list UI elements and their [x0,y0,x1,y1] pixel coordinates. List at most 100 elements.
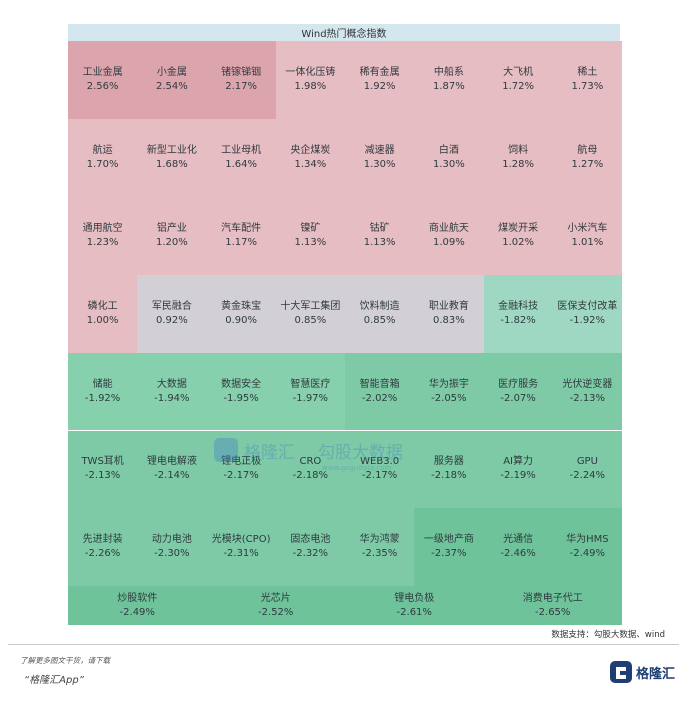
tile-change-value: 1.17% [225,236,258,248]
heatmap-tile: 白酒 1.30% [414,118,484,197]
tile-change-value: 1.20% [155,236,188,248]
tile-concept-name: 工业金属 [82,66,123,78]
heatmap-tile: 数据安全 -1.95% [206,352,276,431]
tile-change-value: -2.49% [569,548,606,560]
tile-concept-name: 储能 [92,378,113,390]
tile-change-value: -2.19% [500,470,536,482]
heatmap-grid: 工业金属 2.56% 小金属 2.54% 锗镓锑铟 2.17% 一体化压铸 1.98% 稀有金属… [68,41,622,625]
heatmap-tile: 炒股软件 -2.49% [68,586,207,625]
heatmap-tile: 铝产业 1.20% [137,196,207,275]
tile-change-value: 1.13% [294,236,327,248]
heatmap-tile: 大飞机 1.72% [483,41,553,119]
heatmap-tile: 小金属 2.54% [137,41,207,119]
tile-change-value: 1.34% [294,158,327,170]
heatmap-tile: 磷化工 1.00% [68,274,138,353]
heatmap-tile: 锗镓锑铟 2.17% [206,41,276,119]
heatmap-tile: 航母 1.27% [552,118,622,197]
tile-change-value: -2.02% [361,392,398,404]
tile-change-value: -2.18% [431,470,467,482]
tile-concept-name: 先进封装 [82,534,123,546]
tile-concept-name: 工业母机 [221,144,262,156]
tile-concept-name: 军民融合 [151,300,192,312]
tile-change-value: -2.05% [431,392,467,404]
heatmap-tile: 工业母机 1.64% [206,118,276,197]
heatmap-tile: 动力电池 -2.30% [137,508,207,587]
tile-concept-name: 医疗服务 [498,378,539,390]
heatmap-tile: 商业航天 1.09% [414,196,484,275]
tile-concept-name: 一体化压铸 [285,66,336,78]
tile-change-value: 1.64% [225,158,258,170]
tile-change-value: 1.92% [363,80,396,92]
tile-concept-name: 炒股软件 [117,592,158,604]
tile-concept-name: WEB3.0 [360,456,400,468]
tile-concept-name: 光伏逆变器 [562,378,613,390]
heatmap-tile: 十大军工集团 0.85% [275,274,345,353]
tile-concept-name: 动力电池 [151,534,192,546]
heatmap-tile: 锂电正极 -2.17% [206,430,276,509]
heatmap-tile: 光芯片 -2.52% [206,586,345,625]
heatmap-tile: 光模块(CPO) -2.31% [206,508,276,587]
tile-change-value: -2.24% [569,470,606,482]
heatmap-tile: 固态电池 -2.32% [275,508,345,587]
heatmap-tile: 钴矿 1.13% [345,196,415,275]
heatmap-tile: 稀土 1.73% [552,41,622,119]
heatmap-tile: 中船系 1.87% [414,41,484,119]
tile-concept-name: 锂电电解液 [146,456,197,468]
heatmap-tile: 光通信 -2.46% [483,508,553,587]
tile-concept-name: 通用航空 [82,222,123,234]
tile-concept-name: TWS耳机 [81,456,124,468]
heatmap-tile: 智慧医疗 -1.97% [275,352,345,431]
footer-app-name: “格隆汇App” [24,675,84,686]
tile-concept-name: 磷化工 [87,300,118,312]
heatmap-tile: 一体化压铸 1.98% [275,41,345,119]
tile-change-value: -1.97% [292,392,329,404]
tile-change-value: 1.30% [432,158,465,170]
tile-change-value: -2.14% [154,470,190,482]
heatmap-tile: 服务器 -2.18% [414,430,484,509]
tile-change-value: -2.65% [535,606,571,618]
tile-change-value: 2.17% [225,80,258,92]
heatmap-tile: 航运 1.70% [68,118,138,197]
tile-concept-name: 服务器 [433,456,464,468]
tile-change-value: -2.13% [84,470,121,482]
tile-change-value: 0.83% [432,314,465,326]
tile-concept-name: 固态电池 [290,534,331,546]
chart-title: Wind热门概念指数 [68,24,620,41]
tile-change-value: -2.61% [396,606,432,618]
tile-concept-name: 华为振宇 [428,378,469,390]
heatmap-tile: 工业金属 2.56% [68,41,138,119]
heatmap-tile: 先进封装 -2.26% [68,508,138,587]
heatmap-tile: 稀有金属 1.92% [345,41,415,119]
tile-change-value: 2.56% [86,80,119,92]
heatmap-tile: 华为振宇 -2.05% [414,352,484,431]
tile-concept-name: 数据安全 [221,378,262,390]
tile-change-value: 1.98% [294,80,327,92]
tile-concept-name: 减速器 [364,144,395,156]
tile-change-value: -2.18% [292,470,329,482]
heatmap-tile: 光伏逆变器 -2.13% [552,352,622,431]
tile-concept-name: 光模块(CPO) [211,534,271,546]
tile-concept-name: 航母 [577,144,598,156]
tile-concept-name: 航运 [92,144,113,156]
tile-change-value: 1.02% [502,236,535,248]
heatmap-tile: AI算力 -2.19% [483,430,553,509]
tile-change-value: -2.07% [500,392,536,404]
heatmap-tile: 小米汽车 1.01% [552,196,622,275]
tile-concept-name: 新型工业化 [146,144,197,156]
logo-icon [610,661,632,683]
heatmap-tile: GPU -2.24% [552,430,622,509]
footer-download-hint: 了解更多图文干货，请下载 [20,656,110,665]
tile-concept-name: 稀有金属 [359,66,400,78]
tile-change-value: -2.31% [223,548,259,560]
tile-concept-name: 锂电正极 [221,456,262,468]
tile-change-value: -2.17% [223,470,259,482]
footer-divider [8,644,679,645]
tile-concept-name: 华为鸿蒙 [359,534,400,546]
tile-change-value: 1.13% [363,236,396,248]
tile-concept-name: 央企煤炭 [290,144,331,156]
heatmap-tile: 智能音箱 -2.02% [345,352,415,431]
tile-change-value: -1.92% [569,314,606,326]
heatmap-tile: 饮料制造 0.85% [345,274,415,353]
tile-change-value: 1.73% [571,80,604,92]
data-source-note: 数据支持：勾股大数据、wind [551,630,665,640]
